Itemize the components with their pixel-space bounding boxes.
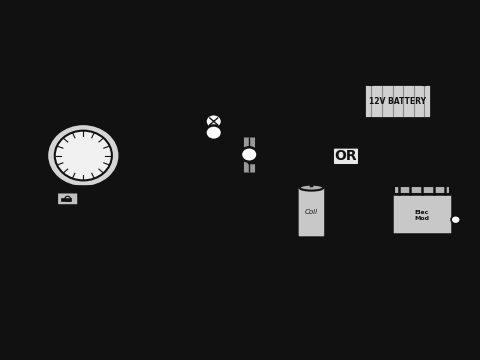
Text: WHITE*: WHITE* (153, 109, 188, 118)
Text: Coil: Coil (305, 209, 318, 215)
Text: GOOD
ENGINE
GROUND: GOOD ENGINE GROUND (327, 120, 355, 137)
Text: On electronic ignitions
such as GM, HEI, MSD
or Crane connect wire
to tach termi: On electronic ignitions such as GM, HEI,… (381, 169, 442, 191)
Text: Standard/Electronic Ignitions: Standard/Electronic Ignitions (115, 47, 365, 62)
Text: Tach
Terminal: Tach Terminal (449, 236, 478, 249)
FancyBboxPatch shape (57, 193, 78, 205)
Circle shape (205, 114, 222, 129)
Text: GROMMET
IN FIREWALL: GROMMET IN FIREWALL (229, 177, 269, 188)
FancyBboxPatch shape (364, 84, 431, 118)
Text: GREEN: GREEN (150, 149, 182, 158)
Circle shape (47, 123, 120, 188)
Text: Wiring: Wiring (18, 68, 51, 78)
Text: -: - (369, 68, 374, 82)
FancyBboxPatch shape (395, 186, 450, 194)
Text: 12V DASH LIGHTING: 12V DASH LIGHTING (224, 118, 295, 125)
Text: GREEN: GREEN (259, 149, 290, 158)
Circle shape (205, 125, 222, 140)
Text: ELECTRONIC
IGNITION: ELECTRONIC IGNITION (395, 239, 449, 258)
Text: 12V BATTERY: 12V BATTERY (369, 97, 426, 106)
Text: +: + (419, 68, 430, 82)
Circle shape (241, 147, 257, 162)
Text: Elec
Mod: Elec Mod (415, 210, 430, 221)
Text: BLACK: BLACK (150, 135, 181, 144)
Text: RED: RED (153, 122, 171, 131)
FancyBboxPatch shape (298, 186, 325, 237)
Text: OR: OR (335, 149, 357, 163)
Text: On standard
ignitions GREEN
wire attaches to
coil negative (-): On standard ignitions GREEN wire attache… (244, 184, 291, 207)
Ellipse shape (300, 185, 324, 191)
Text: +: + (316, 177, 324, 186)
Circle shape (55, 131, 112, 180)
FancyBboxPatch shape (61, 198, 72, 201)
Text: BLACK: BLACK (294, 135, 324, 144)
FancyBboxPatch shape (392, 194, 452, 234)
Text: STANDARD
IGNITION: STANDARD IGNITION (288, 240, 335, 260)
Text: GREEN: GREEN (373, 148, 405, 157)
Text: 12V IGNITION
SWITCH (+): 12V IGNITION SWITCH (+) (224, 126, 271, 139)
Circle shape (451, 216, 460, 224)
Circle shape (65, 197, 71, 201)
